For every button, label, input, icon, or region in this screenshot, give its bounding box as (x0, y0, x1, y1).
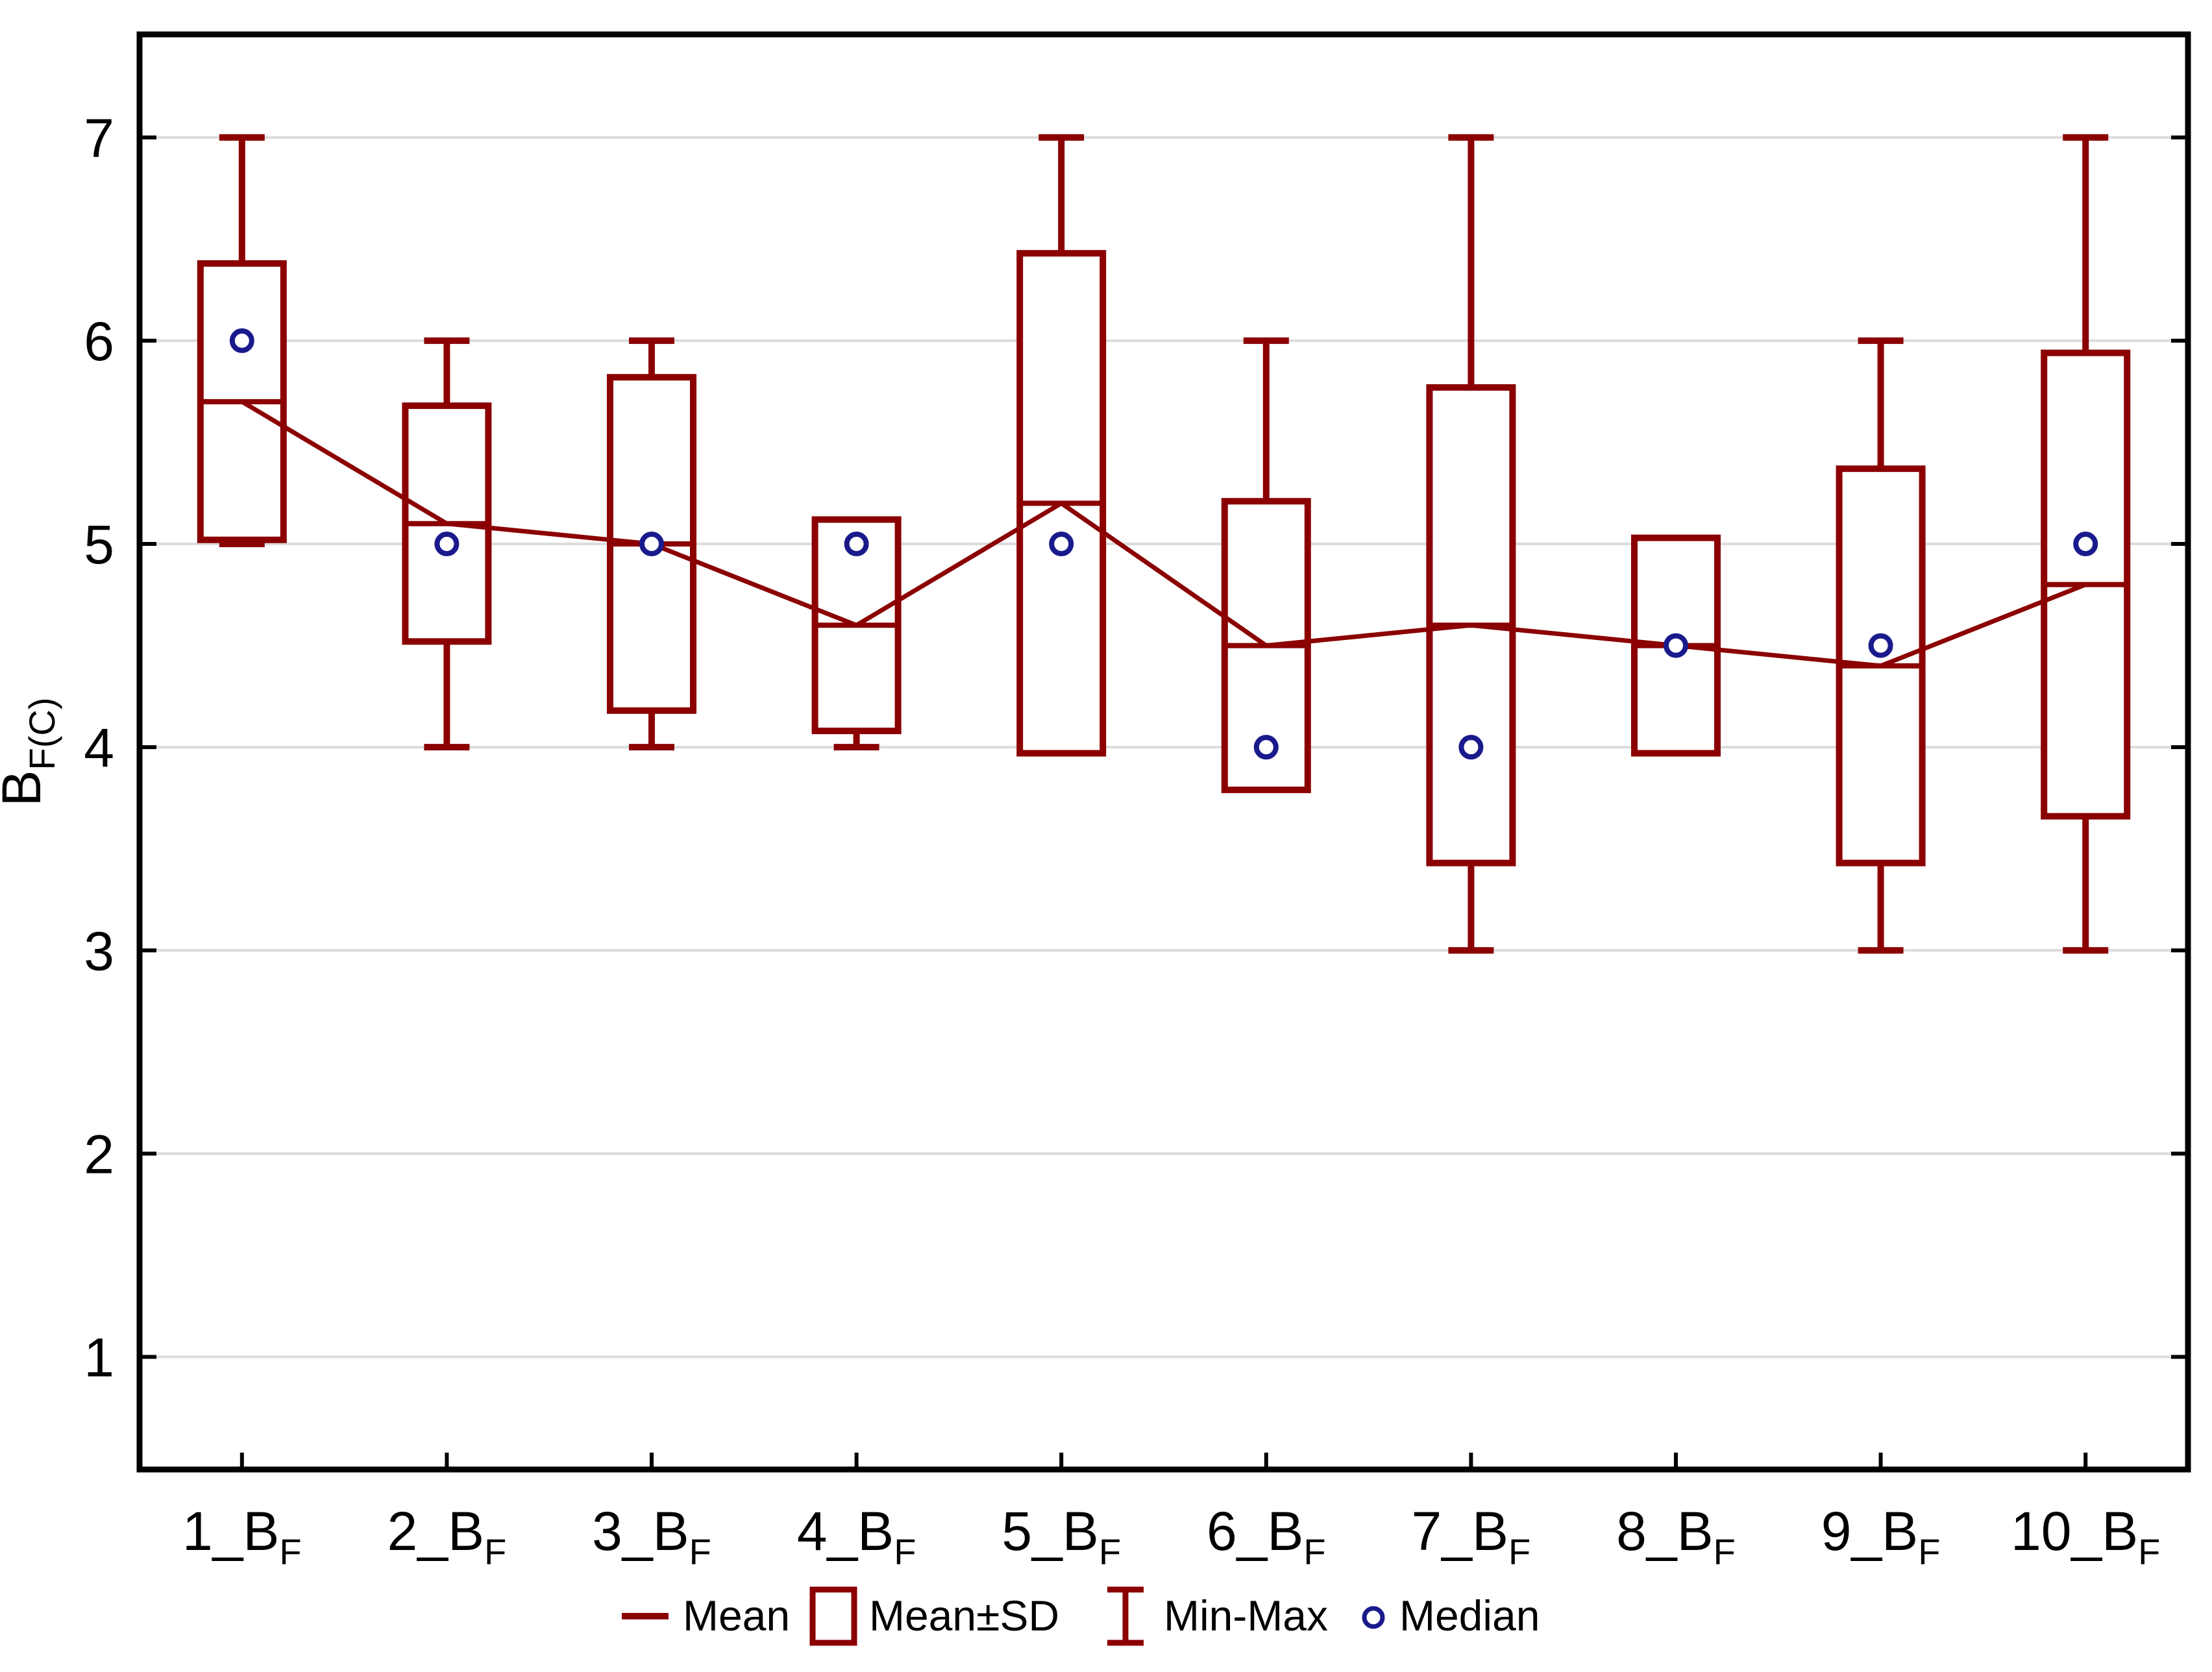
mean-line (241, 399, 2087, 669)
median-marker (434, 532, 460, 557)
median-marker (1868, 633, 1893, 658)
x-tick-label: 8_BF (1616, 1501, 1736, 1572)
x-tick-label: 5_BF (1002, 1501, 1121, 1572)
y-tick-label: 7 (84, 108, 114, 169)
x-tick-label: 2_BF (387, 1501, 507, 1572)
legend-swatch-mean-sd (809, 1586, 857, 1646)
x-tick-label: 4_BF (797, 1501, 916, 1572)
legend-swatch-median (1362, 1606, 1385, 1629)
x-tick-label: 10_BF (2011, 1501, 2160, 1572)
x-tick-label: 9_BF (1821, 1501, 1941, 1572)
y-tick-label: 1 (84, 1327, 114, 1388)
legend-label-0: Mean (683, 1592, 790, 1640)
x-tick-label: 3_BF (592, 1501, 711, 1572)
legend-label-2: Min-Max (1164, 1592, 1328, 1640)
median-marker (1253, 735, 1279, 760)
median-marker (844, 532, 869, 557)
median-marker (1664, 633, 1688, 658)
plot-border (136, 31, 2191, 1473)
x-tick-label: 6_BF (1207, 1501, 1326, 1572)
median-marker (229, 328, 254, 353)
median-marker (639, 532, 664, 557)
y-tick-label: 5 (84, 514, 114, 575)
x-tick-label: 7_BF (1412, 1501, 1531, 1572)
y-axis-title: BF(C) (0, 698, 62, 807)
y-tick-label: 6 (84, 311, 114, 372)
legend-label-1: Mean±SD (869, 1592, 1059, 1640)
median-marker (1049, 532, 1074, 557)
median-marker (2073, 532, 2098, 557)
y-tick-label: 4 (84, 717, 114, 778)
median-marker (1458, 735, 1484, 760)
y-tick-label: 3 (84, 920, 114, 981)
y-tick-label: 2 (84, 1124, 114, 1185)
x-tick-label: 1_BF (182, 1501, 302, 1572)
legend-label-3: Median (1399, 1592, 1540, 1640)
